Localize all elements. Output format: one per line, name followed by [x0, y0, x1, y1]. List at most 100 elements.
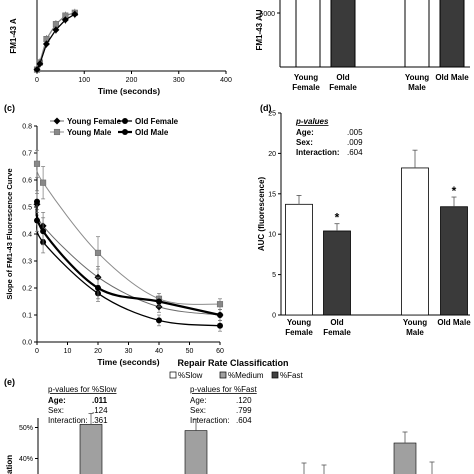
panel-c-x-tick-label: 30: [125, 348, 133, 355]
panel-e-pslow-values: Age: .011 Sex: .124 Interaction: .361: [48, 396, 108, 425]
panel-c-y-tick-label: 0.7: [22, 151, 32, 158]
panel-c-legend-label: Old Male: [135, 128, 169, 137]
panel-a: FM1-43 A 0 100 200 300 400 Time (seconds): [9, 0, 232, 96]
panel-d-bar: [401, 167, 429, 316]
panel-b-bar-old-male: [439, 0, 465, 68]
panel-c-y-label: Slope of FM1-43 Fluorescence Curve: [5, 168, 14, 299]
panel-e-pslow-value: .011: [92, 396, 108, 405]
panel-c-point: [95, 285, 101, 291]
panel-c-y-tick-label: 0.3: [22, 259, 32, 266]
panel-d-bar: [323, 230, 351, 316]
panel-a-point: [42, 40, 50, 48]
panel-c-legend-marker: [122, 118, 128, 124]
panel-c-x-label: Time (seconds): [97, 357, 159, 367]
panel-e-pfast-value: .799: [236, 406, 252, 415]
panel-e-y-tick-label: 40%: [19, 456, 33, 463]
panel-e-pfast-label: Age:: [190, 396, 206, 405]
panel-b: 5000 FM1-43 AU Young Female Old Female Y…: [255, 0, 470, 92]
panel-a-point: [36, 60, 44, 68]
panel-d-pvalues: Age: .005 Sex: .009 Interaction: .604: [296, 128, 363, 157]
panel-a-x-tick-label: 400: [220, 77, 232, 84]
panel-d-letter: (d): [260, 103, 272, 113]
panel-e-bars: [79, 412, 435, 474]
panel-e-legend: %Slow %Medium %Fast: [169, 371, 303, 380]
panel-c-point: [40, 179, 47, 186]
panel-d-y-tick-label: 0: [272, 313, 276, 320]
panel-d-axes: 0 5 10 15 20 25 AUC (fluorescence): [257, 111, 470, 320]
panel-d-bar: [285, 203, 313, 316]
panel-d-pvalue-label: Sex:: [296, 138, 313, 147]
panel-e-legend-swatch: [169, 371, 177, 379]
panel-d-category-label: Young: [403, 318, 427, 327]
panel-c-point: [34, 198, 40, 205]
panel-b-y-tick-label: 5000: [259, 11, 275, 18]
panel-b-label-2b: Female: [329, 83, 357, 92]
panel-c-legend-label: Young Male: [67, 128, 112, 137]
panel-a-point: [52, 26, 60, 34]
panel-d-pvalue: .604: [347, 148, 363, 157]
panel-a-x-ticks: 0 100 200 300 400: [35, 71, 232, 84]
panel-d-category-label: Female: [285, 328, 313, 337]
panel-b-label-2a: Old: [336, 73, 349, 82]
panel-e-pslow-label: Age:: [48, 396, 66, 405]
panel-c-legend-label: Old Female: [135, 117, 179, 126]
panel-c-legend-marker: [122, 129, 128, 135]
panel-e-pfast-value: .604: [236, 416, 252, 425]
panel-e-legend-label: %Fast: [280, 371, 303, 380]
panel-c-point: [216, 301, 224, 308]
panel-d-category-label: Old Male: [437, 318, 471, 327]
panel-d-pvalues-title: p-values: [295, 117, 329, 126]
panel-e-bar: [79, 424, 103, 474]
panel-d-pvalue: .009: [347, 138, 363, 147]
panel-b-y-label: FM1-43 AU: [255, 9, 264, 50]
panel-c-series-line: [36, 163, 221, 305]
panel-d-y-tick-label: 15: [268, 191, 276, 198]
panel-a-x-tick-label: 200: [126, 77, 138, 84]
panel-e-title: Repair Rate Classification: [177, 358, 288, 368]
panel-d-y-label: AUC (fluorescence): [257, 177, 266, 252]
panel-e-pslow-value: .361: [92, 416, 108, 425]
panel-d-category-label: Male: [406, 328, 424, 337]
panel-d-y-tick-label: 5: [272, 272, 276, 279]
panel-c-y-tick-label: 0.1: [22, 313, 32, 320]
panel-d-significance: *: [452, 184, 457, 198]
panel-e-pfast-values: Age: .120 Sex: .799 Interaction: .604: [190, 396, 252, 425]
panel-c: (c) 0.0 0.1 0.2 0.3 0.4 0.5 0.6 0.7 0.8 0 10 20 30 40…: [4, 103, 224, 367]
panel-c-y-tick-label: 0.2: [22, 286, 32, 293]
panel-a-x-tick-label: 100: [78, 77, 90, 84]
panel-e-pslow-label: Interaction:: [48, 416, 88, 425]
panel-e-legend-swatch: [219, 371, 227, 379]
panel-c-legend-label: Young Female: [67, 117, 122, 126]
panel-c-y-tick-label: 0.4: [22, 232, 32, 239]
panel-c-letter: (c): [4, 103, 15, 113]
panel-c-x-tick-label: 10: [64, 348, 72, 355]
panel-c-y-tick-label: 0.8: [22, 124, 32, 131]
panel-b-bar-old-female: [330, 0, 356, 68]
panel-e: Repair Rate Classification %Slow %Medium%…: [4, 358, 435, 474]
panel-c-point: [40, 228, 47, 235]
panel-d-category-label: Female: [323, 328, 351, 337]
panel-e-letter: (e): [4, 377, 15, 387]
panel-c-point: [156, 298, 162, 305]
panel-e-bar: [184, 430, 208, 474]
panel-a-y-label: FM1-43 A: [9, 18, 18, 53]
panel-d-pvalue: .005: [347, 128, 363, 137]
panel-d-bar: [440, 206, 468, 316]
panel-a-x-label: Time (seconds): [98, 86, 160, 96]
panel-c-x-tick-label: 0: [35, 348, 39, 355]
panel-e-pfast-label: Sex:: [190, 406, 206, 415]
panel-d-pvalue-label: Interaction:: [296, 148, 340, 157]
panel-d-y-tick-label: 10: [268, 232, 276, 239]
panel-c-point: [217, 312, 223, 318]
panel-b-label-3a: Young: [405, 73, 429, 82]
panel-c-point: [33, 160, 41, 167]
panel-a-x-tick-label: 300: [173, 77, 185, 84]
panel-b-bar-young-female: [295, 0, 321, 68]
panel-b-label-1b: Female: [292, 83, 320, 92]
panel-c-legend: Young Female Old Female Young Male Old Male: [50, 117, 179, 137]
panel-e-pfast-value: .120: [236, 396, 252, 405]
panel-c-series-line: [35, 201, 221, 317]
panel-a-point: [61, 16, 69, 24]
